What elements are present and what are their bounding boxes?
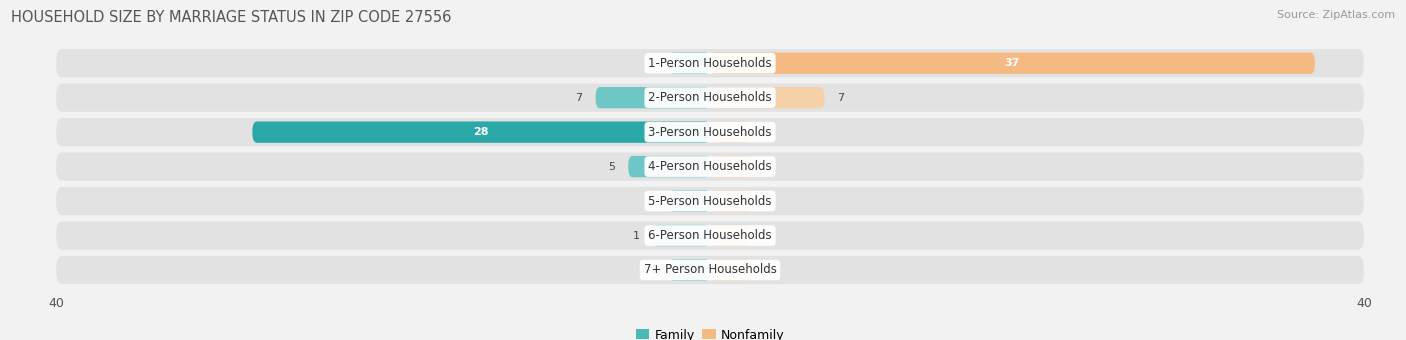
FancyBboxPatch shape — [669, 52, 710, 74]
Text: 1-Person Households: 1-Person Households — [648, 57, 772, 70]
FancyBboxPatch shape — [710, 156, 751, 177]
FancyBboxPatch shape — [652, 225, 710, 246]
Text: 0: 0 — [650, 196, 657, 206]
Text: 7: 7 — [575, 93, 582, 103]
Text: 3-Person Households: 3-Person Households — [648, 126, 772, 139]
FancyBboxPatch shape — [710, 87, 824, 108]
FancyBboxPatch shape — [628, 156, 710, 177]
Text: 0: 0 — [650, 265, 657, 275]
FancyBboxPatch shape — [710, 121, 751, 143]
Text: 1: 1 — [633, 231, 640, 240]
Text: HOUSEHOLD SIZE BY MARRIAGE STATUS IN ZIP CODE 27556: HOUSEHOLD SIZE BY MARRIAGE STATUS IN ZIP… — [11, 10, 451, 25]
FancyBboxPatch shape — [596, 87, 710, 108]
Text: 7+ Person Households: 7+ Person Households — [644, 264, 776, 276]
FancyBboxPatch shape — [710, 190, 751, 212]
Text: 2-Person Households: 2-Person Households — [648, 91, 772, 104]
FancyBboxPatch shape — [56, 187, 1364, 215]
FancyBboxPatch shape — [56, 221, 1364, 250]
FancyBboxPatch shape — [710, 225, 751, 246]
Text: 0: 0 — [763, 265, 770, 275]
Text: 37: 37 — [1005, 58, 1021, 68]
Text: 0: 0 — [650, 58, 657, 68]
FancyBboxPatch shape — [710, 52, 1315, 74]
Text: 7: 7 — [838, 93, 845, 103]
Legend: Family, Nonfamily: Family, Nonfamily — [636, 328, 785, 340]
Text: 0: 0 — [763, 162, 770, 172]
Text: Source: ZipAtlas.com: Source: ZipAtlas.com — [1277, 10, 1395, 20]
FancyBboxPatch shape — [56, 118, 1364, 146]
Text: 6-Person Households: 6-Person Households — [648, 229, 772, 242]
Text: 5: 5 — [609, 162, 616, 172]
Text: 0: 0 — [763, 231, 770, 240]
FancyBboxPatch shape — [669, 190, 710, 212]
Text: 4-Person Households: 4-Person Households — [648, 160, 772, 173]
Text: 0: 0 — [763, 196, 770, 206]
FancyBboxPatch shape — [56, 84, 1364, 112]
FancyBboxPatch shape — [669, 259, 710, 281]
FancyBboxPatch shape — [252, 121, 710, 143]
Text: 5-Person Households: 5-Person Households — [648, 194, 772, 207]
Text: 28: 28 — [474, 127, 489, 137]
FancyBboxPatch shape — [56, 152, 1364, 181]
Text: 0: 0 — [763, 127, 770, 137]
FancyBboxPatch shape — [56, 49, 1364, 77]
FancyBboxPatch shape — [710, 259, 751, 281]
FancyBboxPatch shape — [56, 256, 1364, 284]
